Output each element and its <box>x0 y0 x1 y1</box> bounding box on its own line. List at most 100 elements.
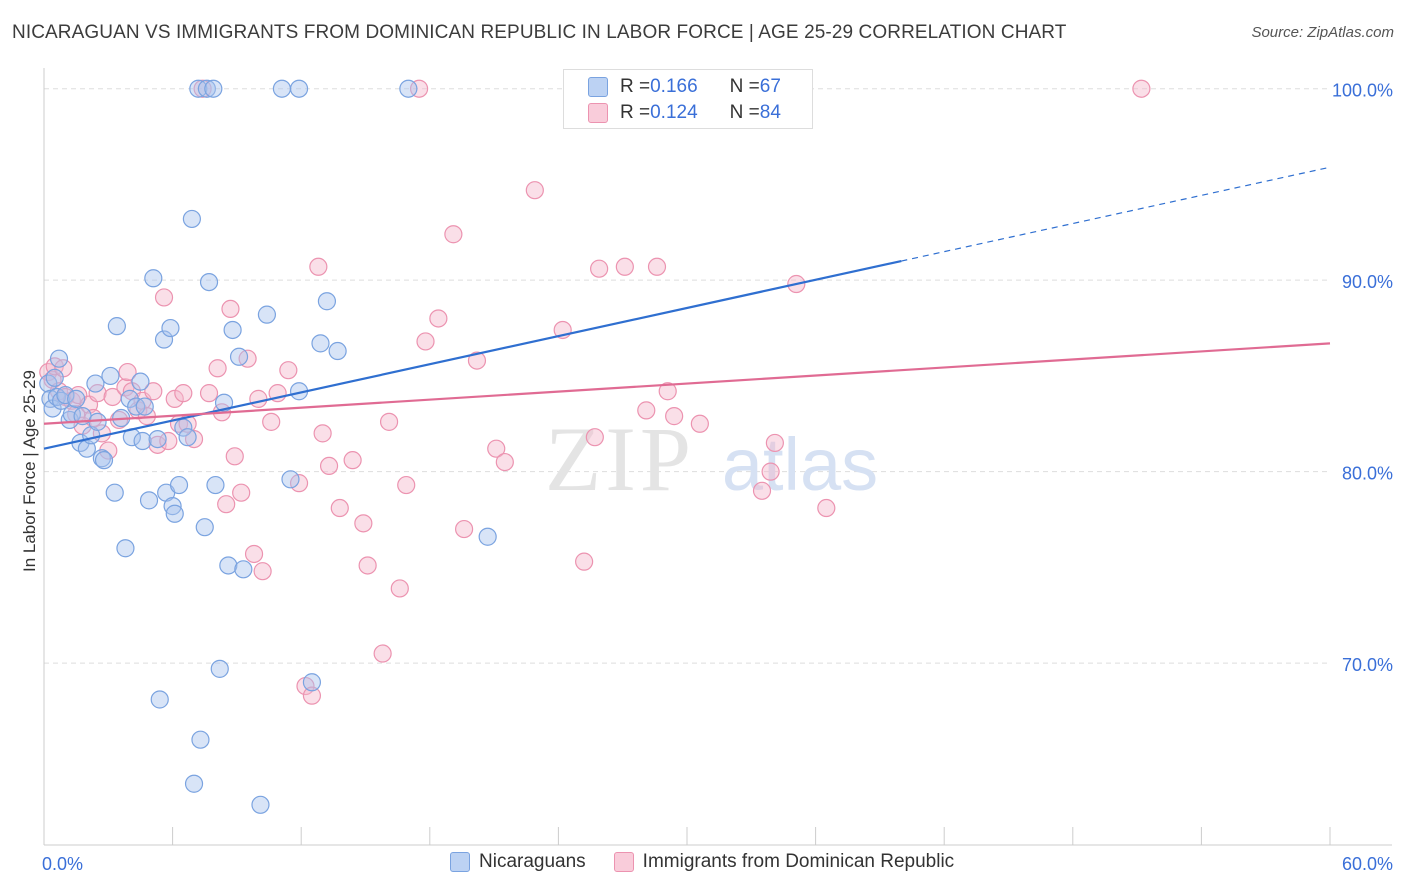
data-point-dominican <box>1132 79 1151 98</box>
data-point-dominican <box>208 359 227 378</box>
data-point-dominican <box>330 498 349 518</box>
pink-swatch <box>588 103 608 123</box>
data-point-dominican <box>690 414 709 433</box>
data-point-nicaraguan <box>45 368 64 387</box>
data-point-nicaraguan <box>116 539 135 558</box>
data-point-dominican <box>309 257 328 276</box>
data-point-nicaraguan <box>223 320 242 340</box>
r-value: 0.166 <box>650 76 698 97</box>
data-point-dominican <box>487 439 506 458</box>
data-point-nicaraguan <box>148 429 167 449</box>
series-nicaraguan-points <box>39 79 776 814</box>
data-point-nicaraguan <box>251 795 270 814</box>
data-point-dominican <box>615 257 634 276</box>
data-point-nicaraguan <box>195 518 214 537</box>
x-tick-label: 0.0% <box>42 854 83 874</box>
stats-legend: R = 0.166 N = 67 R = 0.124 N = 84 <box>563 69 813 129</box>
n-value: 84 <box>759 102 781 123</box>
data-point-dominican <box>262 412 281 431</box>
data-point-nicaraguan <box>204 79 223 98</box>
data-point-nicaraguan <box>139 491 159 510</box>
data-point-dominican <box>249 389 268 408</box>
r-label: R = <box>620 76 651 97</box>
data-point-nicaraguan <box>107 317 126 336</box>
data-point-nicaraguan <box>272 79 292 98</box>
data-point-dominican <box>174 384 193 403</box>
data-point-nicaraguan <box>478 527 497 546</box>
blue-swatch <box>450 852 470 872</box>
source-note: Source: ZipAtlas.com <box>1251 24 1394 41</box>
data-point-dominican <box>232 483 251 502</box>
data-point-nicaraguan <box>165 504 184 523</box>
data-point-nicaraguan <box>86 374 105 393</box>
data-point-nicaraguan <box>135 397 154 416</box>
data-point-nicaraguan <box>133 431 152 451</box>
data-point-nicaraguan <box>317 292 337 311</box>
data-point-nicaraguan <box>328 341 347 361</box>
n-value: 67 <box>759 76 781 97</box>
data-point-dominican <box>279 361 298 380</box>
data-point-dominican <box>289 474 309 493</box>
data-point-dominican <box>154 288 174 307</box>
series-legend: Nicaraguans Immigrants from Dominican Re… <box>450 851 954 873</box>
data-point-dominican <box>575 552 594 571</box>
data-point-dominican <box>817 498 836 518</box>
data-point-dominican <box>658 382 677 401</box>
data-point-dominican <box>148 435 167 454</box>
data-point-nicaraguan <box>219 556 238 575</box>
data-point-dominican <box>409 79 429 98</box>
data-point-dominican <box>221 299 240 319</box>
x-tick-label: 60.0% <box>1342 854 1393 874</box>
data-point-dominican <box>495 452 514 472</box>
data-point-nicaraguan <box>281 470 300 489</box>
data-point-nicaraguan <box>229 347 249 366</box>
n-label: N = <box>729 76 760 97</box>
data-point-nicaraguan <box>197 79 216 98</box>
y-tick-label: 90.0% <box>1342 272 1393 292</box>
data-point-dominican <box>590 259 609 278</box>
data-point-dominican <box>765 433 784 453</box>
legend-item-nicaraguans[interactable]: Nicaraguans <box>450 851 586 873</box>
data-point-nicaraguan <box>49 349 69 368</box>
data-point-nicaraguan <box>289 79 309 98</box>
data-point-nicaraguan <box>234 560 253 579</box>
trend-line-nicaraguan <box>43 259 902 450</box>
data-point-nicaraguan <box>150 690 169 709</box>
watermark-zip: ZIP <box>545 408 695 510</box>
data-point-dominican <box>343 451 362 470</box>
data-point-dominican <box>379 412 399 431</box>
x-tick-labels: 0.0% 60.0% <box>42 854 1393 874</box>
grid-lines <box>44 88 1330 664</box>
trend-line-nicaraguan-extension <box>901 166 1331 262</box>
data-point-nicaraguan <box>105 483 124 502</box>
data-point-nicaraguan <box>302 673 322 692</box>
data-point-dominican <box>637 401 656 420</box>
data-point-nicaraguan <box>311 334 330 353</box>
data-point-nicaraguan <box>191 730 210 749</box>
data-point-dominican <box>118 362 137 382</box>
data-point-nicaraguan <box>169 475 189 495</box>
data-point-dominican <box>761 462 780 481</box>
data-point-dominican <box>199 384 219 403</box>
axes <box>43 68 1392 846</box>
trend-lines <box>43 166 1331 450</box>
chart-title: NICARAGUAN VS IMMIGRANTS FROM DOMINICAN … <box>12 22 1067 43</box>
data-point-nicaraguan <box>154 330 174 349</box>
y-tick-label: 80.0% <box>1342 464 1393 484</box>
data-point-nicaraguan <box>101 366 120 386</box>
data-point-nicaraguan <box>178 428 197 447</box>
stats-row-nicaraguans: R = 0.166 N = 67 <box>588 76 781 98</box>
data-point-nicaraguan <box>214 393 234 412</box>
watermark: ZIP atlas <box>545 408 878 510</box>
data-point-dominican <box>225 447 244 466</box>
data-point-dominican <box>467 351 487 370</box>
stats-row-dominican: R = 0.124 N = 84 <box>588 102 781 124</box>
data-point-nicaraguan <box>67 389 86 408</box>
data-point-nicaraguan <box>131 372 150 391</box>
legend-item-dominican[interactable]: Immigrants from Dominican Republic <box>613 851 954 873</box>
data-point-nicaraguan <box>210 659 229 678</box>
data-point-dominican <box>217 495 236 514</box>
series-dominican-points <box>39 79 1151 705</box>
data-point-dominican <box>585 428 604 447</box>
